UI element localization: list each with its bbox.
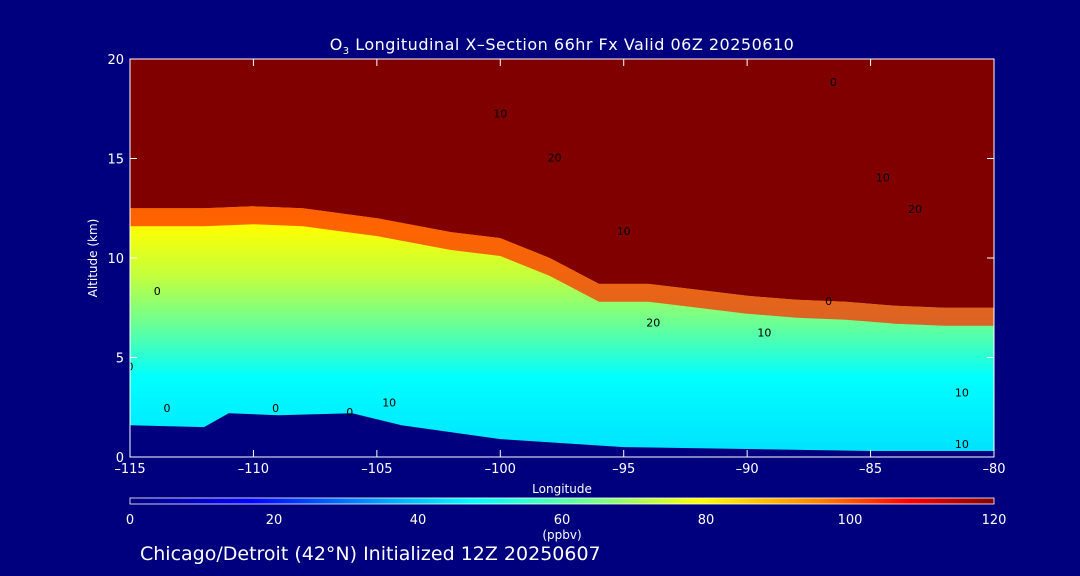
contour-label: 10: [382, 396, 396, 409]
contour-label: 0: [830, 76, 837, 89]
footer-caption: Chicago/Detroit (42°N) Initialized 12Z 2…: [140, 543, 601, 565]
colorbar: [129, 497, 995, 505]
contour-label: 0: [154, 285, 161, 298]
y-axis-label: Altitude (km): [86, 218, 100, 298]
colorbar-tick-label: 40: [410, 513, 427, 528]
x-tick-label: –85: [859, 462, 882, 477]
contour-label: 0: [127, 360, 134, 373]
colorbar-tick-label: 120: [982, 513, 1007, 528]
colorbar-tick-label: 20: [266, 513, 283, 528]
y-tick-label: 15: [107, 153, 124, 168]
contour-label: 10: [757, 327, 771, 340]
contour-label: 10: [493, 108, 507, 121]
y-tick-label: 5: [116, 352, 124, 367]
stratosphere-region: [130, 59, 994, 308]
y-tick-label: 10: [107, 252, 124, 267]
contour-label: 10: [955, 438, 969, 451]
tropopause-gradient-band: [130, 206, 994, 326]
x-tick-label: –95: [612, 462, 635, 477]
colorbar-tick-label: 100: [838, 513, 863, 528]
contour-label: 0: [164, 402, 171, 415]
colorbar-tick-label: 60: [554, 513, 571, 528]
contour-label: 0: [825, 295, 832, 308]
contour-label: 0: [272, 402, 279, 415]
contour-label: 10: [876, 171, 890, 184]
x-tick-label: –115: [114, 462, 145, 477]
contour-label: 20: [646, 317, 660, 330]
y-tick-label: 0: [116, 451, 124, 466]
terrain: [130, 413, 994, 457]
x-tick-label: –105: [361, 462, 392, 477]
chart-title: O3 Longitudinal X–Section 66hr Fx Valid …: [329, 35, 795, 58]
x-axis-label: Longitude: [532, 482, 592, 496]
contour-label: 20: [908, 203, 922, 216]
colorbar-tick-label: 0: [126, 513, 134, 528]
y-tick-label: 20: [107, 53, 124, 68]
contour-label: 10: [955, 386, 969, 399]
contour-label: 20: [548, 152, 562, 165]
x-tick-label: –80: [982, 462, 1005, 477]
x-tick-label: –90: [736, 462, 759, 477]
contour-label: 10: [617, 225, 631, 238]
x-tick-label: –110: [238, 462, 269, 477]
colorbar-unit-label: (ppbv): [542, 528, 582, 542]
contour-label: 0: [346, 406, 353, 419]
x-tick-label: –100: [485, 462, 516, 477]
colorbar-tick-label: 80: [698, 513, 715, 528]
